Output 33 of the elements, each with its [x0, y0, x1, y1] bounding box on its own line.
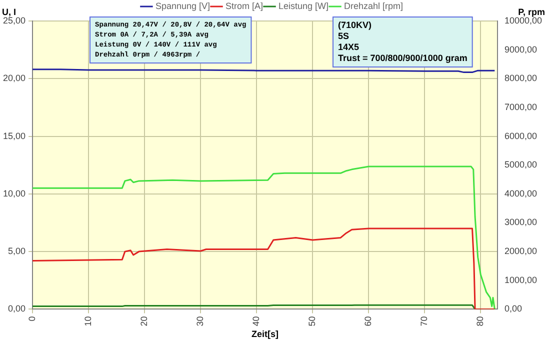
y-tick-label: 0,00 [8, 304, 26, 314]
x-tick-label: 70 [419, 316, 430, 326]
y2-tick-label: 5000,00 [504, 160, 538, 170]
y-axis-title: U, I [2, 6, 16, 17]
x-tick-label: 40 [251, 316, 262, 326]
x-tick-label: 60 [363, 316, 374, 326]
y2-tick-label: 1000,00 [504, 274, 538, 285]
y2-tick-label: 3000,00 [504, 217, 538, 228]
y2-tick-label: 6000,00 [504, 130, 538, 141]
x-axis-title: Zeit[s] [251, 329, 278, 340]
y-tick-label: 15,00 [2, 130, 26, 141]
legend-label: Strom [A] [226, 0, 264, 11]
x-tick-label: 20 [139, 316, 150, 326]
x-tick-label: 10 [83, 316, 94, 326]
legend-label: Leistung [W] [278, 0, 329, 11]
x-tick-label: 0 [27, 316, 38, 322]
y-tick-label: 5,00 [8, 246, 26, 256]
legend-label: Spannung [V] [155, 0, 210, 11]
x-tick-label: 80 [475, 316, 486, 326]
y2-tick-label: 2000,00 [504, 246, 538, 256]
x-tick-label: 30 [195, 316, 206, 326]
y-tick-label: 10,00 [2, 188, 26, 198]
y-tick-label: 25,00 [2, 15, 26, 26]
y2-tick-label: 9000,00 [504, 44, 538, 54]
y2-tick-label: 4000,00 [504, 188, 538, 198]
y2-tick-label: 8000,00 [504, 73, 538, 84]
annotation: (710KV) 5S 14X5 Trust = 700/800/900/1000 gram [338, 20, 468, 63]
y2-tick-label: 7000,00 [504, 102, 538, 112]
y2-axis-title: P, rpm [518, 6, 545, 17]
y-tick-label: 20,00 [2, 73, 26, 84]
legend-label: Drehzahl [rpm] [344, 0, 404, 11]
y2-tick-label: 0,00 [504, 304, 522, 314]
x-tick-label: 50 [307, 316, 318, 326]
